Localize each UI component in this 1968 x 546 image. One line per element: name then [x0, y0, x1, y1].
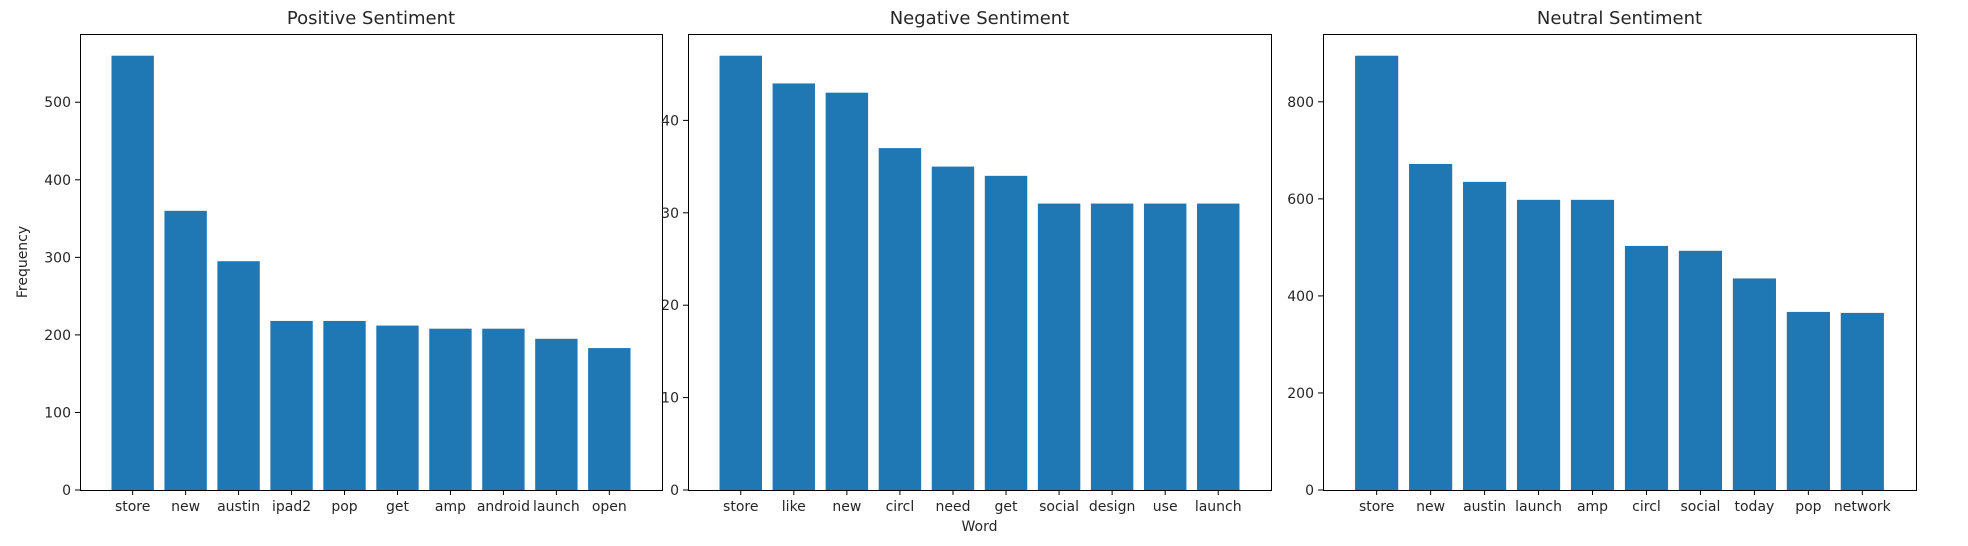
bar-today: [1732, 278, 1776, 490]
x-tick-label: android: [477, 499, 530, 515]
y-tick-label: 400: [44, 173, 71, 189]
x-tick-label: need: [935, 499, 970, 515]
x-tick-label: pop: [1795, 499, 1821, 515]
x-tick-label: launch: [1515, 499, 1562, 515]
x-tick-label: design: [1089, 499, 1135, 515]
y-tick-label: 0: [62, 483, 71, 499]
bar-use: [1143, 203, 1187, 490]
bar-store: [1355, 55, 1399, 491]
x-tick-label: open: [592, 499, 627, 515]
x-tick-label: store: [723, 499, 758, 515]
bar-new: [164, 210, 207, 490]
y-tick-label: 20: [661, 298, 679, 314]
axes-frame: [1323, 34, 1917, 491]
bar-store: [111, 55, 154, 491]
x-tick-label: store: [115, 499, 150, 515]
x-tick-label: circl: [886, 499, 915, 515]
bar-design: [1090, 203, 1134, 490]
bar-get: [376, 325, 419, 490]
bar-circl: [878, 148, 922, 490]
y-tick-label: 0: [670, 483, 679, 499]
chart-panel-neutral: Neutral Sentiment 0 200 400 600 800 store new…: [1287, 8, 1917, 515]
x-tick-label: launch: [1195, 499, 1242, 515]
bar-social: [1037, 203, 1081, 490]
y-tick-label: 800: [1287, 95, 1314, 111]
bar-amp: [1570, 199, 1615, 490]
bar-pop: [323, 320, 366, 490]
y-tick-label: 200: [44, 328, 71, 344]
bar-social: [1678, 250, 1723, 490]
y-tick-label: 10: [661, 391, 679, 407]
bar-amp: [429, 328, 472, 490]
bar-pop: [1786, 311, 1830, 490]
y-tick-label: 30: [661, 206, 679, 222]
x-tick-label: store: [1359, 499, 1394, 515]
bar-network: [1840, 312, 1884, 490]
x-tick-label: ipad2: [272, 499, 311, 515]
x-tick-label: today: [1735, 499, 1775, 515]
y-tick-label: 40: [661, 113, 679, 129]
x-tick-label: pop: [331, 499, 357, 515]
y-tick-label: 100: [44, 405, 71, 421]
chart-panel-negative: Negative Sentiment 0 10 20 30 40 store like ne…: [661, 8, 1272, 535]
bar-need: [931, 166, 975, 490]
x-axis-ticks: store new austin launch amp circl social today p…: [1359, 490, 1892, 515]
x-tick-label: get: [386, 499, 410, 515]
x-tick-label: network: [1834, 499, 1892, 515]
x-tick-label: social: [1039, 499, 1079, 515]
x-tick-label: like: [782, 499, 806, 515]
y-tick-label: 200: [1287, 386, 1314, 402]
bar-austin: [1463, 181, 1507, 490]
y-tick-label: 400: [1287, 289, 1314, 305]
y-tick-label: 300: [44, 250, 71, 266]
x-tick-label: launch: [533, 499, 580, 515]
bar-get: [984, 175, 1028, 490]
x-tick-label: amp: [1577, 499, 1608, 515]
chart-title: Positive Sentiment: [287, 8, 455, 29]
axes-frame: [688, 34, 1272, 491]
bar-like: [772, 83, 816, 491]
bar-open: [588, 348, 631, 490]
y-tick-label: 500: [44, 95, 71, 111]
x-tick-label: new: [832, 499, 861, 515]
chart-panel-positive: Positive Sentiment 0 100 200 300 400 500 stor…: [15, 8, 663, 515]
bar-ipad2: [270, 320, 313, 490]
bar-austin: [217, 261, 260, 490]
bar-new: [1409, 163, 1453, 491]
bar-new: [825, 92, 869, 491]
chart-title: Neutral Sentiment: [1537, 8, 1702, 29]
y-axis-ticks: 0 200 400 600 800: [1287, 95, 1323, 499]
axes-frame: [80, 34, 663, 491]
x-tick-label: get: [995, 499, 1019, 515]
bar-android: [482, 328, 525, 490]
bar-launch: [1197, 203, 1240, 490]
x-tick-label: new: [1416, 499, 1445, 515]
x-tick-label: austin: [1463, 499, 1506, 515]
x-tick-label: new: [171, 499, 200, 515]
x-axis-ticks: store new austin ipad2 pop get amp android launc…: [115, 490, 627, 515]
bar-group: [719, 55, 1240, 491]
y-axis-ticks: 0 10 20 30 40: [661, 113, 688, 499]
x-tick-label: social: [1680, 499, 1720, 515]
x-axis-ticks: store like new circl need get social design use l…: [723, 490, 1242, 515]
bar-group: [1355, 55, 1884, 491]
x-axis-label: Word: [962, 519, 998, 535]
y-axis-ticks: 0 100 200 300 400 500: [44, 95, 80, 499]
chart-title: Negative Sentiment: [890, 8, 1070, 29]
bar-group: [111, 55, 631, 491]
y-axis-label: Frequency: [15, 226, 31, 298]
bar-launch: [535, 338, 578, 490]
y-tick-label: 600: [1287, 192, 1314, 208]
x-tick-label: use: [1153, 499, 1178, 515]
bar-launch: [1516, 199, 1561, 490]
y-tick-label: 0: [1305, 483, 1314, 499]
x-tick-label: circl: [1632, 499, 1661, 515]
x-tick-label: amp: [435, 499, 466, 515]
bar-store: [719, 55, 762, 491]
x-tick-label: austin: [217, 499, 260, 515]
bar-circl: [1624, 245, 1669, 490]
